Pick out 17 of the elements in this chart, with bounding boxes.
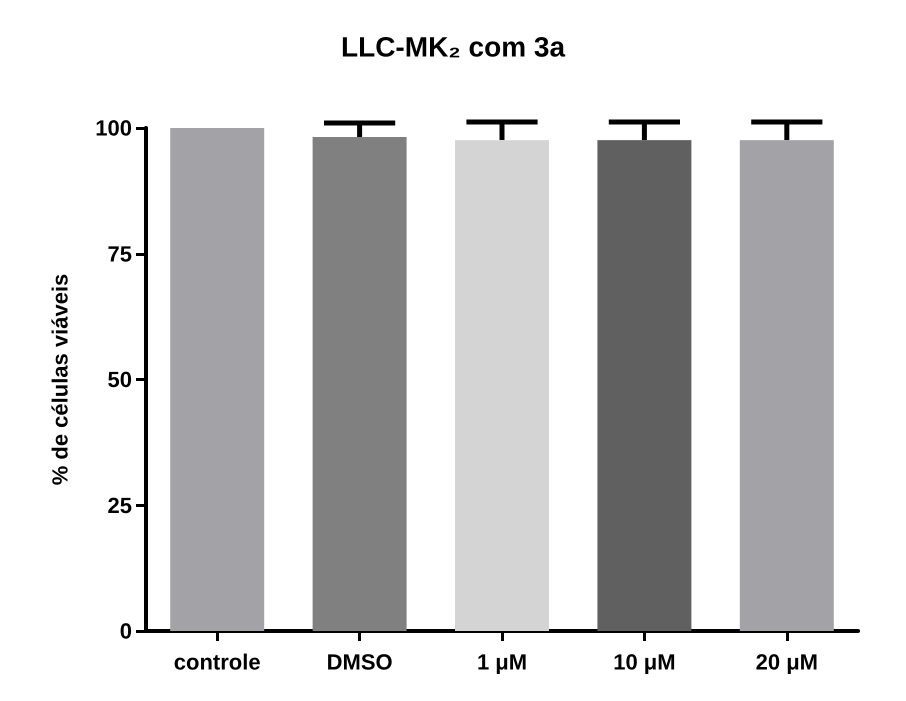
y-tick-label: 50	[108, 367, 132, 392]
x-tick-label: controle	[174, 650, 261, 674]
y-tick-label: 25	[108, 492, 132, 518]
y-axis-title: % de células viáveis	[48, 274, 72, 486]
bar	[312, 137, 407, 631]
x-tick-label: 1 μM	[476, 650, 528, 674]
bar	[597, 140, 692, 631]
y-tick-label: 100	[95, 116, 132, 140]
bar	[170, 128, 264, 631]
bar	[740, 140, 834, 631]
x-tick-label: 20 μM	[756, 650, 818, 674]
x-tick-label: 10 μM	[613, 650, 676, 674]
y-tick-label: 0	[120, 618, 132, 644]
chart-title: LLC-MK₂ com 3a	[340, 32, 566, 62]
y-tick-label: 75	[108, 241, 132, 266]
x-tick-label: DMSO	[326, 650, 393, 674]
bar	[455, 140, 549, 631]
